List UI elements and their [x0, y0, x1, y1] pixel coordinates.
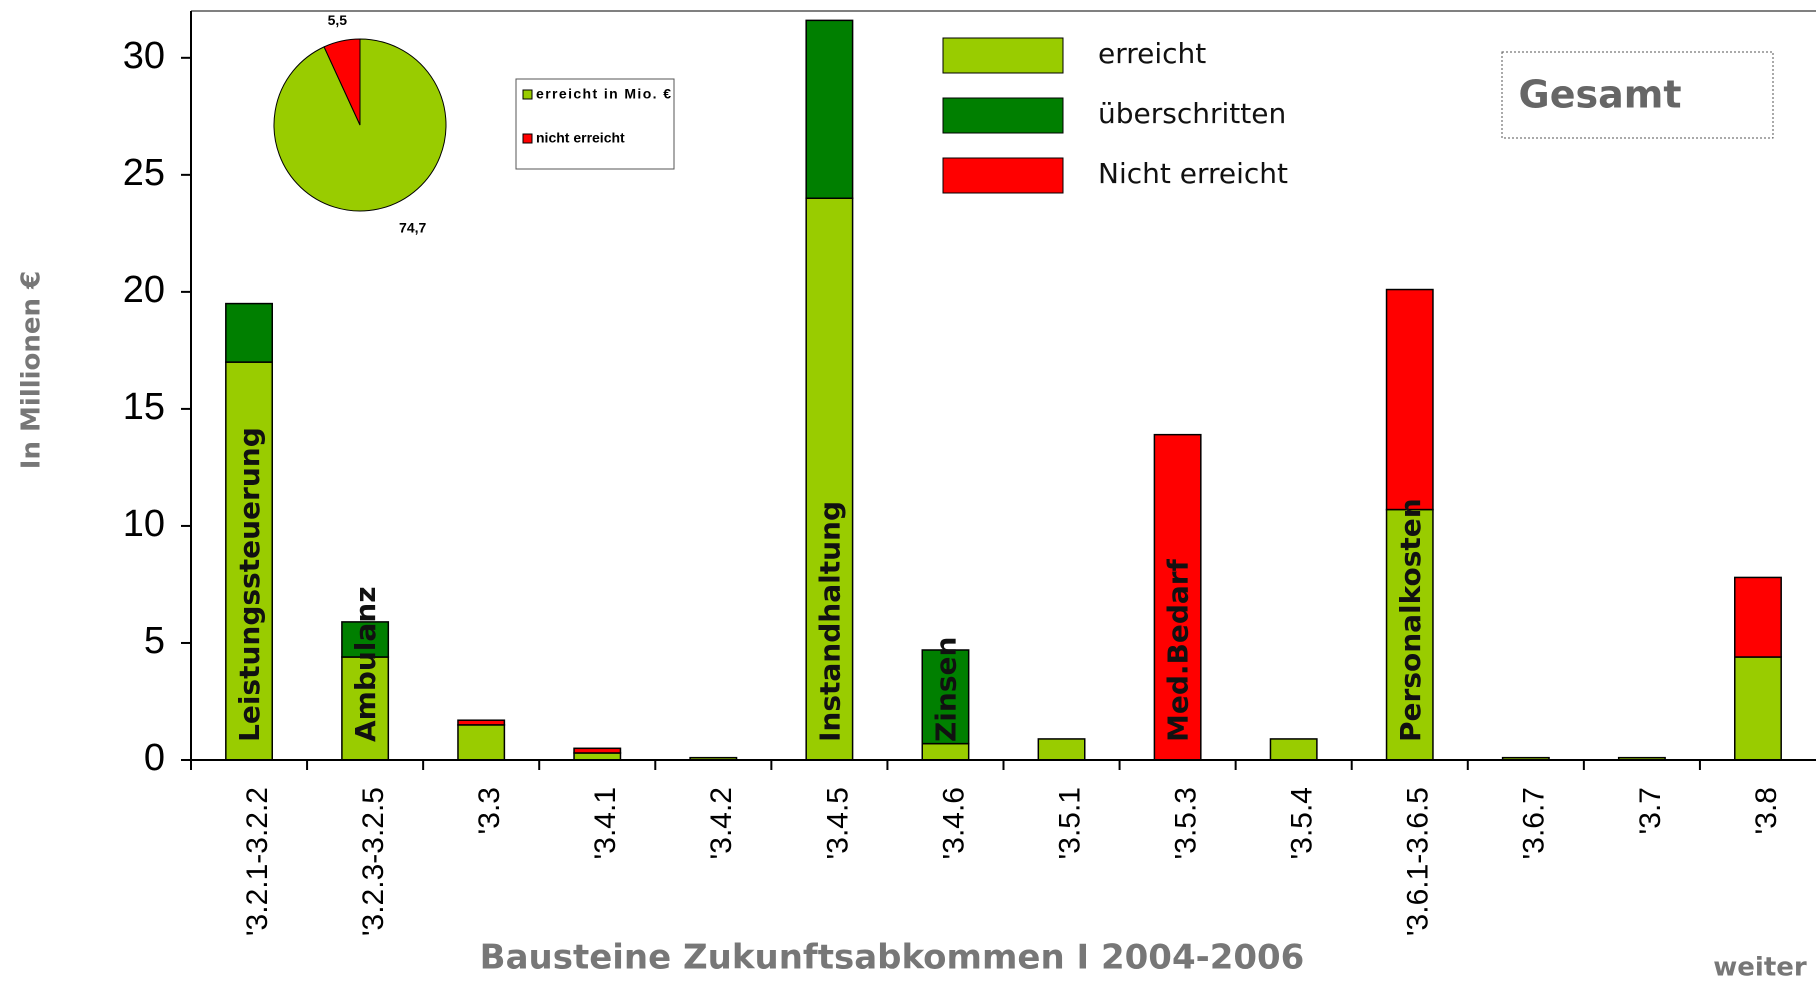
- bar-segment: [225, 361, 273, 761]
- y-tick-label: 30: [123, 35, 165, 77]
- pie-legend-label: nicht erreicht: [536, 130, 625, 146]
- y-tick-label: 25: [123, 152, 165, 194]
- bar-segment: [1734, 656, 1782, 761]
- legend-label: erreicht: [1098, 37, 1206, 70]
- bar-label: Med.Bedarf: [1162, 558, 1195, 742]
- x-axis-title: Bausteine Zukunftsabkommen I 2004-2006: [480, 938, 1305, 978]
- bar-label: Zinsen: [929, 637, 962, 742]
- legend-swatch: [942, 37, 1064, 74]
- bar-segment: [805, 19, 854, 199]
- bar-segment: [341, 656, 390, 761]
- x-tick-label: '3.7: [1634, 787, 1667, 834]
- bar-label: Leistungssteuerung: [233, 427, 266, 742]
- y-tick-label: 0: [144, 737, 165, 779]
- x-tick-label: '3.5.3: [1170, 787, 1203, 859]
- pie-legend-swatch: [522, 89, 533, 100]
- pie-slice: [273, 38, 447, 212]
- y-tick-label: 15: [123, 386, 165, 428]
- bar-label: Instandhaltung: [813, 501, 846, 742]
- bar-segment: [457, 724, 506, 761]
- y-axis-title: In Millionen €: [17, 271, 47, 469]
- x-tick-label: '3.5.1: [1053, 787, 1086, 859]
- x-tick-label: '3.2.3-3.2.5: [357, 787, 390, 936]
- legend-label: überschritten: [1098, 97, 1286, 130]
- y-tick-label: 10: [123, 503, 165, 545]
- pie-legend-label: erreicht in Mio. €: [536, 86, 671, 102]
- bar-segment: [225, 302, 273, 363]
- bar-label: Ambulanz: [349, 586, 382, 742]
- x-tick-label: '3.4.1: [589, 787, 622, 859]
- x-tick-label: '3.4.2: [705, 787, 738, 859]
- bar-segment: [1037, 738, 1086, 761]
- x-tick-label: '3.6.7: [1518, 787, 1551, 859]
- x-tick-label: '3.3: [473, 787, 506, 834]
- x-tick-label: '3.6.1-3.6.5: [1402, 787, 1435, 936]
- bar-segment: [1734, 576, 1782, 658]
- legend-swatch: [942, 97, 1064, 134]
- bar-segment: [921, 649, 970, 745]
- next-link[interactable]: weiter: [1713, 953, 1807, 983]
- pie-value-label: 74,7: [399, 219, 426, 235]
- pie-value-label: 5,5: [328, 12, 348, 28]
- pie-slice: [323, 38, 361, 126]
- legend-swatch: [942, 157, 1064, 194]
- legend-label: Nicht erreicht: [1098, 157, 1288, 190]
- pie-legend-swatch: [522, 133, 533, 144]
- badge: Gesamt: [1519, 73, 1682, 117]
- pie-legend-box: [515, 78, 675, 170]
- bar-segment: [573, 747, 622, 754]
- x-tick-label: '3.5.4: [1286, 787, 1319, 859]
- x-tick-label: '3.8: [1750, 787, 1783, 834]
- badge-box: [1501, 51, 1774, 139]
- bar-segment: [1153, 433, 1202, 761]
- bar-label: Personalkosten: [1394, 498, 1427, 742]
- y-tick-label: 20: [123, 269, 165, 311]
- x-tick-label: '3.2.1-3.2.2: [241, 787, 274, 936]
- bar-segment: [1269, 738, 1318, 761]
- bar-segment: [573, 752, 622, 761]
- bar-segment: [341, 621, 390, 658]
- bar-segment: [457, 719, 506, 726]
- x-tick-label: '3.4.6: [937, 787, 970, 859]
- bar-segment: [921, 742, 970, 761]
- bar-segment: [1385, 508, 1434, 761]
- y-tick-label: 5: [144, 620, 165, 662]
- x-tick-label: '3.4.5: [821, 787, 854, 859]
- bar-segment: [1385, 288, 1434, 511]
